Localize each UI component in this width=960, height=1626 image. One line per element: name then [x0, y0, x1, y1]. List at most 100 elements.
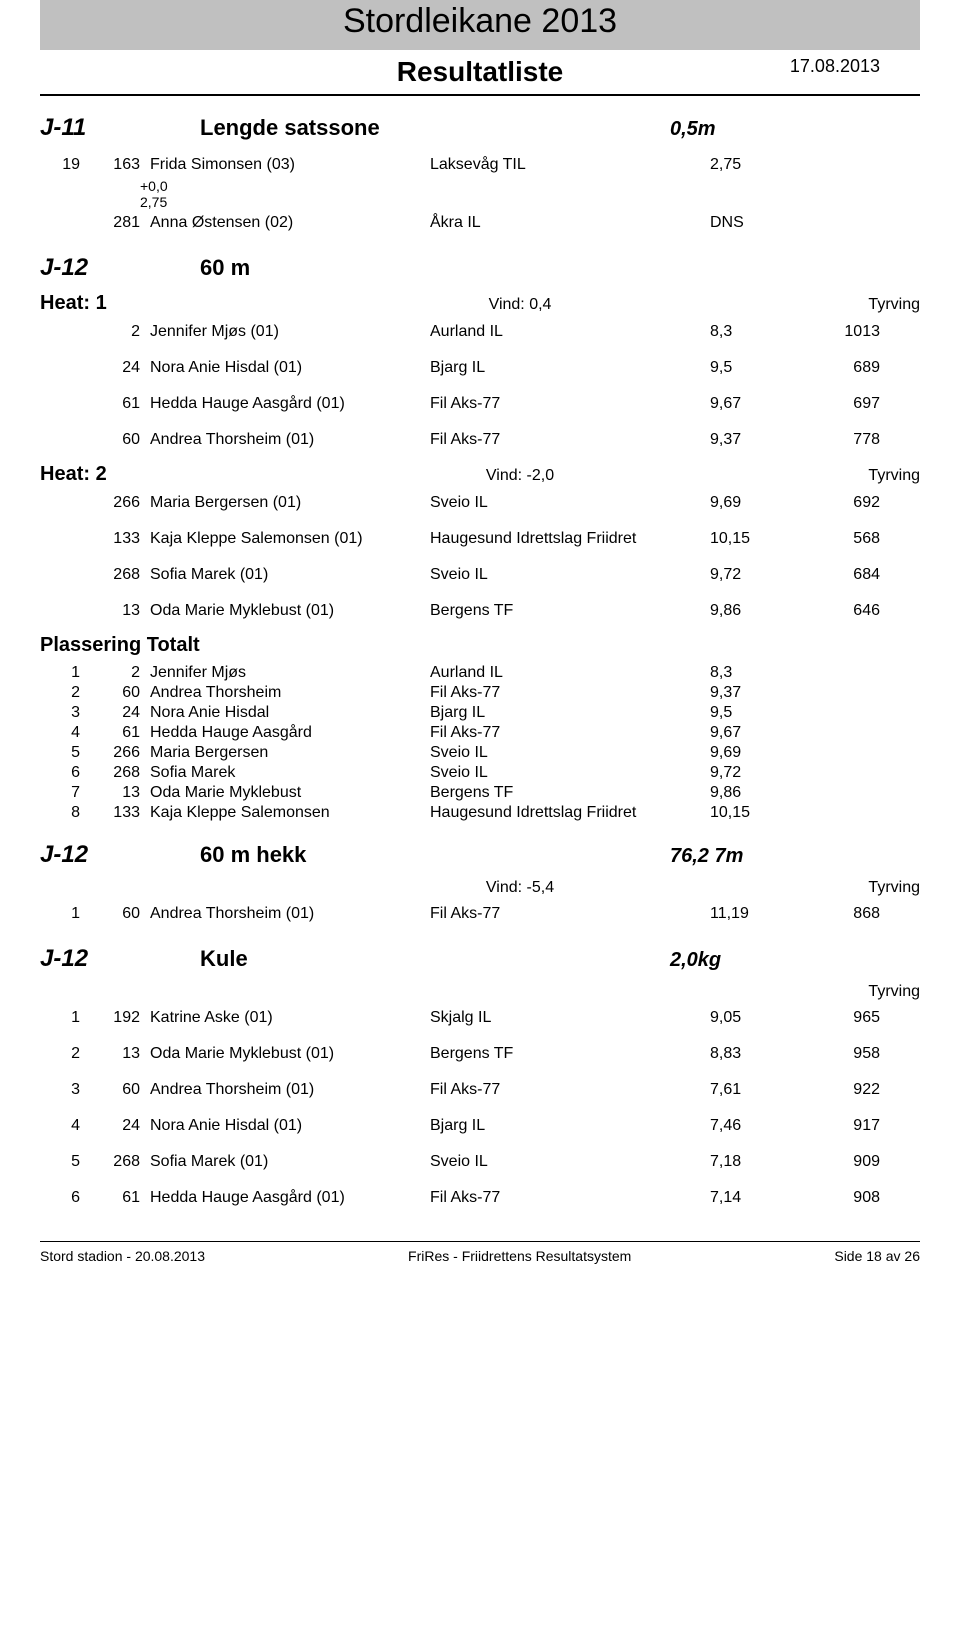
result-club: Fil Aks-77	[430, 431, 710, 449]
result-row: 5268Sofia Marek (01)Sveio IL7,18909	[40, 1149, 920, 1175]
placing-bib: 268	[90, 764, 150, 782]
result-club: Sveio IL	[430, 566, 710, 584]
result-row: 61Hedda Hauge Aasgård (01)Fil Aks-779,67…	[40, 391, 920, 417]
placing-row: 8133Kaja Kleppe SalemonsenHaugesund Idre…	[40, 803, 920, 823]
result-club: Åkra IL	[430, 214, 710, 232]
placing-place: 2	[40, 684, 90, 702]
result-place: 1	[40, 1009, 90, 1027]
heat-wind: Vind: -2,0	[200, 467, 840, 485]
heat-wind: Vind: -5,4	[200, 879, 840, 897]
result-athlete: Andrea Thorsheim (01)	[150, 905, 430, 923]
placing-place: 8	[40, 804, 90, 822]
event-spec: 2,0kg	[670, 949, 920, 972]
placing-club: Bergens TF	[430, 784, 710, 802]
result-athlete: Oda Marie Myklebust (01)	[150, 602, 430, 620]
row-spacer	[40, 1139, 920, 1149]
placing-mark: 9,69	[710, 744, 800, 762]
result-athlete: Kaja Kleppe Salemonsen (01)	[150, 530, 430, 548]
result-athlete: Andrea Thorsheim (01)	[150, 1081, 430, 1099]
result-place: 3	[40, 1081, 90, 1099]
title-bar: Stordleikane 2013	[40, 0, 920, 50]
event-class: J-12	[40, 841, 200, 869]
page-footer: Stord stadion - 20.08.2013 FriRes - Frii…	[40, 1241, 920, 1264]
result-place: 2	[40, 1045, 90, 1063]
placing-club: Fil Aks-77	[430, 684, 710, 702]
row-spacer	[40, 345, 920, 355]
result-row: 268Sofia Marek (01)Sveio IL9,72684	[40, 562, 920, 588]
event-header: J-11Lengde satssone0,5m	[40, 114, 920, 142]
event-header: J-1260 m	[40, 254, 920, 282]
result-club: Fil Aks-77	[430, 1081, 710, 1099]
placing-club: Sveio IL	[430, 764, 710, 782]
result-club: Bjarg IL	[430, 359, 710, 377]
placing-athlete: Kaja Kleppe Salemonsen	[150, 804, 430, 822]
placing-mark: 9,72	[710, 764, 800, 782]
result-athlete: Sofia Marek (01)	[150, 1153, 430, 1171]
document-date: 17.08.2013	[790, 56, 880, 77]
heat-tyrving-label: Tyrving	[840, 983, 920, 1001]
result-club: Skjalg IL	[430, 1009, 710, 1027]
event-header: J-1260 m hekk76,2 7m	[40, 841, 920, 869]
placing-row: 12Jennifer MjøsAurland IL8,3	[40, 663, 920, 683]
placing-row: 5266Maria BergersenSveio IL9,69	[40, 743, 920, 763]
footer-left: Stord stadion - 20.08.2013	[40, 1248, 205, 1264]
result-mark: 9,37	[710, 431, 800, 449]
result-athlete: Hedda Hauge Aasgård (01)	[150, 395, 430, 413]
placing-athlete: Hedda Hauge Aasgård	[150, 724, 430, 742]
result-note: 2,75	[40, 194, 920, 210]
row-spacer	[40, 1031, 920, 1041]
placing-athlete: Maria Bergersen	[150, 744, 430, 762]
result-points: 908	[800, 1189, 880, 1207]
result-mark: 11,19	[710, 905, 800, 923]
result-club: Sveio IL	[430, 494, 710, 512]
result-athlete: Maria Bergersen (01)	[150, 494, 430, 512]
result-mark: 2,75	[710, 156, 800, 174]
result-points: 958	[800, 1045, 880, 1063]
result-points: 568	[800, 530, 880, 548]
result-bib: 13	[90, 1045, 150, 1063]
result-row: 213Oda Marie Myklebust (01)Bergens TF8,8…	[40, 1041, 920, 1067]
result-athlete: Nora Anie Hisdal (01)	[150, 1117, 430, 1135]
heat-wind: Vind: 0,4	[200, 296, 840, 314]
placing-bib: 266	[90, 744, 150, 762]
result-mark: 7,46	[710, 1117, 800, 1135]
placing-mark: 8,3	[710, 664, 800, 682]
result-club: Bjarg IL	[430, 1117, 710, 1135]
result-bib: 60	[90, 431, 150, 449]
placing-row: 713Oda Marie MyklebustBergens TF9,86	[40, 783, 920, 803]
placing-place: 6	[40, 764, 90, 782]
placing-bib: 24	[90, 704, 150, 722]
placing-club: Fil Aks-77	[430, 724, 710, 742]
placing-athlete: Andrea Thorsheim	[150, 684, 430, 702]
result-points: 868	[800, 905, 880, 923]
result-place: 5	[40, 1153, 90, 1171]
result-points: 684	[800, 566, 880, 584]
placing-row: 6268Sofia MarekSveio IL9,72	[40, 763, 920, 783]
result-row: 1192Katrine Aske (01)Skjalg IL9,05965	[40, 1005, 920, 1031]
result-place: 1	[40, 905, 90, 923]
result-mark: 9,72	[710, 566, 800, 584]
result-mark: 9,5	[710, 359, 800, 377]
result-bib: 61	[90, 395, 150, 413]
heat-label: Heat: 2	[40, 463, 200, 486]
placing-mark: 10,15	[710, 804, 800, 822]
heat-header: Tyrving	[40, 983, 920, 1001]
result-mark: DNS	[710, 214, 800, 232]
placing-club: Sveio IL	[430, 744, 710, 762]
result-club: Sveio IL	[430, 1153, 710, 1171]
result-points: 1013	[800, 323, 880, 341]
row-spacer	[40, 516, 920, 526]
placing-bib: 133	[90, 804, 150, 822]
result-row: 281Anna Østensen (02)Åkra ILDNS	[40, 210, 920, 236]
result-points: 917	[800, 1117, 880, 1135]
placing-place: 7	[40, 784, 90, 802]
result-bib: 60	[90, 1081, 150, 1099]
result-club: Fil Aks-77	[430, 1189, 710, 1207]
result-bib: 281	[90, 214, 150, 232]
result-place: 6	[40, 1189, 90, 1207]
placing-athlete: Oda Marie Myklebust	[150, 784, 430, 802]
row-spacer	[40, 552, 920, 562]
result-row: 266Maria Bergersen (01)Sveio IL9,69692	[40, 490, 920, 516]
result-club: Aurland IL	[430, 323, 710, 341]
result-athlete: Jennifer Mjøs (01)	[150, 323, 430, 341]
